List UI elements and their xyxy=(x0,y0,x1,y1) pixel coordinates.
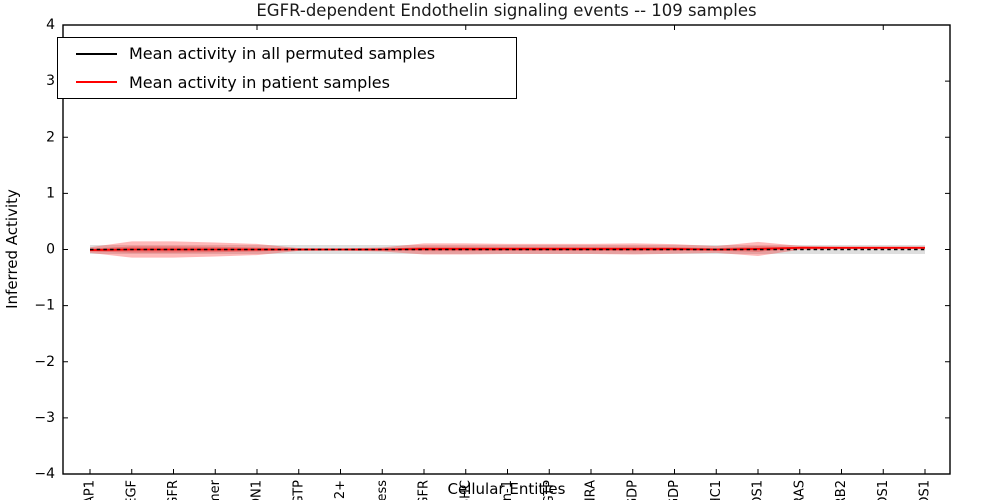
x-tick-label: EGF xyxy=(124,480,139,500)
x-tick-label: GRB2/SOS1 xyxy=(918,480,933,500)
legend-label-patient: Mean activity in patient samples xyxy=(129,72,390,92)
x-tick-label: HRAS/GDP xyxy=(625,480,640,500)
x-tick-label: EGF/EGFR xyxy=(166,480,181,500)
legend-label-permuted: Mean activity in all permuted samples xyxy=(129,44,436,64)
x-tick-label: EGF/EGFR dimer xyxy=(208,479,223,500)
y-tick-label: 2 xyxy=(46,129,55,145)
y-tick-label: −3 xyxy=(34,410,55,426)
x-tick-label: FRAP1 xyxy=(83,480,98,500)
x-tick-label: EGF/EGFR dimer/SHC xyxy=(458,480,473,500)
x-tick-label: EGF/EGFR dimer/SHC/GRB2/SOS1 xyxy=(751,480,766,500)
x-tick-label: EDN1 xyxy=(250,480,265,500)
x-tick-label: HRAS xyxy=(792,480,807,500)
x-tick-label: mol:Ca2+ xyxy=(333,480,348,500)
x-tick-label: GRB2 xyxy=(834,480,849,500)
permuted-line-swatch xyxy=(76,52,117,55)
x-axis-title: Cellular Entities xyxy=(447,480,566,498)
x-tick-label: EGFR xyxy=(417,480,432,500)
y-tick-label: 1 xyxy=(46,185,55,201)
y-tick-label: 4 xyxy=(46,17,55,33)
legend-entry-patient: Mean activity in patient samples xyxy=(58,69,516,95)
x-tick-label: ETA receptor/Endothelin-1 xyxy=(500,480,515,500)
x-tick-label: mol:GTP xyxy=(291,480,306,500)
x-tick-label: SHC1 xyxy=(709,480,724,500)
patient-line-swatch xyxy=(76,81,117,84)
chart-title: EGFR-dependent Endothelin signaling even… xyxy=(256,1,757,20)
legend-entry-permuted: Mean activity in all permuted samples xyxy=(58,41,516,67)
x-tick-label: response to oxidative stress xyxy=(375,480,390,500)
y-tick-label: 3 xyxy=(46,73,55,89)
y-axis-title: Inferred Activity xyxy=(3,189,21,309)
tick-labels-layer: 4 3 2 1 0 −1 −2 −3 −4 FRAP1 EGF EGF/EGFR EGF/EGFR di… xyxy=(34,17,932,500)
x-tick-label: HRAS/GTP xyxy=(542,480,557,500)
x-tick-label: mol:GDP xyxy=(667,480,682,500)
y-tick-label: −4 xyxy=(34,466,55,482)
x-tick-label: EDNRA xyxy=(584,480,599,500)
x-tick-label: SOS1 xyxy=(876,480,891,500)
ticks-layer xyxy=(63,24,950,475)
y-tick-label: −1 xyxy=(34,298,55,314)
lines-layer xyxy=(89,246,925,251)
legend: Mean activity in all permuted samples Me… xyxy=(57,37,517,99)
plot-frame xyxy=(62,24,951,475)
y-tick-label: 0 xyxy=(46,242,55,258)
y-tick-label: −2 xyxy=(34,354,55,370)
